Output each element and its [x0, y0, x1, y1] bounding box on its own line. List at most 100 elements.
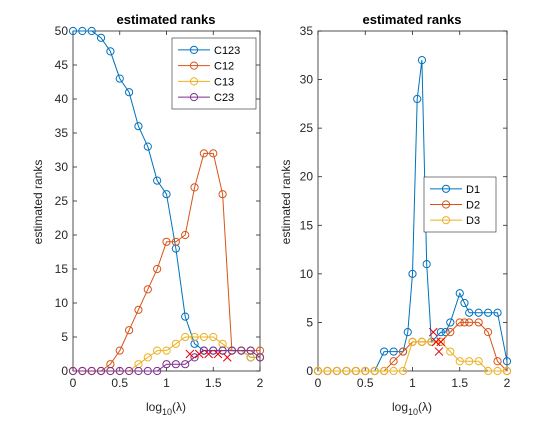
legend: C123 C12 C13 C23 [171, 37, 257, 110]
data-point [460, 298, 469, 308]
data-point [465, 318, 474, 327]
data-point [162, 346, 171, 355]
chart-title: estimated ranks [117, 12, 216, 27]
x-marker [434, 347, 444, 356]
data-point [218, 346, 227, 355]
data-point [162, 190, 171, 199]
y-tick-label: 10 [55, 296, 69, 310]
data-point [209, 346, 218, 355]
data-point [134, 305, 143, 314]
legend-label: C23 [214, 92, 234, 104]
data-point [181, 230, 190, 240]
y-tick-label: 35 [55, 126, 69, 140]
data-point [106, 366, 115, 376]
data-point [323, 366, 332, 376]
data-point [446, 328, 455, 337]
data-point [417, 337, 427, 346]
data-point [408, 269, 417, 278]
x-axis-label-tail: (λ) [418, 400, 432, 414]
data-point [171, 237, 180, 246]
y-tick-label: 0 [61, 364, 68, 378]
data-point [417, 56, 427, 65]
data-point [199, 332, 208, 342]
data-point [237, 346, 246, 355]
data-point [436, 328, 445, 337]
data-point [370, 366, 379, 376]
data-point [96, 366, 106, 376]
legend-label: C12 [214, 61, 234, 73]
y-tick-label: 25 [300, 121, 314, 135]
data-point [502, 366, 512, 376]
legend-marker [441, 184, 451, 193]
x-tick-label: 2 [257, 376, 264, 390]
legend-label: C123 [214, 45, 240, 57]
data-point [143, 285, 152, 294]
data-point [209, 149, 218, 158]
data-point [474, 357, 483, 366]
legend-marker [189, 61, 199, 70]
y-tick-label: 25 [55, 194, 69, 208]
data-point [190, 332, 199, 342]
x-tick-label: 0.5 [357, 376, 374, 390]
data-point [342, 366, 351, 376]
data-point [502, 357, 512, 366]
data-point [484, 328, 493, 337]
data-point [181, 360, 190, 369]
data-point [474, 318, 483, 327]
x-marker [213, 349, 223, 359]
x-tick-label: 1.5 [205, 376, 222, 390]
data-point [171, 339, 180, 348]
x-axis-label: log10(λ) [146, 400, 186, 417]
data-point [493, 366, 502, 376]
legend-label: D3 [466, 215, 480, 227]
data-point [227, 346, 237, 355]
x-tick-label: 0 [315, 376, 322, 390]
data-point [389, 366, 398, 376]
x-tick-label: 1 [409, 376, 416, 390]
data-point [398, 347, 408, 356]
data-point [153, 264, 162, 274]
data-point [455, 318, 464, 327]
y-axis-label: estimated ranks [279, 160, 293, 245]
data-point [436, 337, 445, 346]
data-point [361, 366, 370, 376]
y-tick-label: 30 [55, 160, 69, 174]
x-axis-label-tail: (λ) [172, 400, 186, 414]
data-point [87, 26, 96, 36]
data-point [190, 353, 199, 362]
x-axis-label-subscript: 10 [162, 407, 172, 417]
data-point [199, 149, 208, 158]
x-markers [185, 349, 232, 362]
data-point [143, 366, 152, 376]
data-point [484, 366, 493, 376]
data-point [171, 360, 180, 369]
data-point [493, 357, 502, 366]
x-tick-label: 1 [163, 376, 170, 390]
x-tick-label: 0 [70, 376, 77, 390]
data-point [199, 346, 208, 355]
y-tick-label: 45 [55, 58, 69, 72]
data-point [413, 94, 422, 104]
chart-title: estimated ranks [363, 12, 462, 27]
x-axis-label-base: log [392, 400, 408, 414]
data-point [389, 357, 398, 366]
data-point [255, 353, 265, 362]
y-tick-label: 40 [55, 92, 69, 106]
data-point [115, 346, 124, 355]
data-point [398, 366, 408, 376]
data-point [446, 347, 455, 356]
data-point [162, 237, 171, 246]
data-point [484, 308, 493, 317]
y-axis-label: estimated ranks [31, 160, 45, 245]
y-tick-label: 5 [306, 315, 313, 329]
y-tick-label: 0 [306, 364, 313, 378]
data-point [68, 366, 78, 376]
data-point [190, 183, 199, 192]
data-point [68, 26, 78, 36]
data-point [313, 366, 323, 376]
x-marker [222, 353, 232, 362]
legend-marker [441, 200, 451, 209]
y-tick-label: 15 [300, 218, 314, 232]
